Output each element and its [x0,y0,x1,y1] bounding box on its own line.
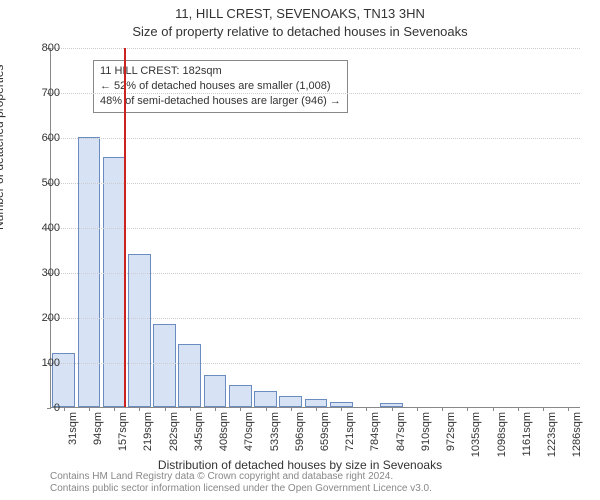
xtick-mark [215,407,216,411]
gridline [51,138,580,139]
gridline [51,318,580,319]
callout-line-2: ← 52% of detached houses are smaller (1,… [100,79,341,94]
xtick-label: 470sqm [243,412,255,451]
xtick-label: 596sqm [294,412,306,451]
xtick-label: 94sqm [92,412,104,445]
gridline [51,93,580,94]
title-line-2: Size of property relative to detached ho… [0,24,600,39]
xtick-mark [341,407,342,411]
ytick-label: 500 [30,177,60,189]
xtick-mark [543,407,544,411]
xtick-label: 31sqm [67,412,79,445]
xtick-mark [64,407,65,411]
xtick-label: 157sqm [117,412,129,451]
gridline [51,273,580,274]
xtick-label: 721sqm [344,412,356,451]
xtick-label: 910sqm [420,412,432,451]
xtick-mark [392,407,393,411]
xtick-label: 1161sqm [521,412,533,456]
footer: Contains HM Land Registry data © Crown c… [50,471,590,495]
xtick-label: 1286sqm [571,412,583,457]
ytick-label: 0 [30,402,60,414]
xtick-mark [139,407,140,411]
y-axis-label: Number of detached properties [0,65,6,230]
xtick-mark [316,407,317,411]
chart-plot-area: 11 HILL CREST: 182sqm ← 52% of detached … [50,48,580,408]
xtick-mark [493,407,494,411]
xtick-mark [518,407,519,411]
xtick-mark [266,407,267,411]
callout-box: 11 HILL CREST: 182sqm ← 52% of detached … [93,60,348,113]
xtick-label: 282sqm [168,412,180,451]
ytick-label: 100 [30,357,60,369]
bar [305,399,328,407]
xtick-mark [291,407,292,411]
ytick-label: 300 [30,267,60,279]
bar [103,157,126,407]
xtick-label: 408sqm [218,412,230,451]
gridline [51,363,580,364]
xtick-mark [190,407,191,411]
bar [254,391,277,407]
xtick-label: 659sqm [319,412,331,451]
xtick-mark [442,407,443,411]
xtick-mark [240,407,241,411]
gridline [51,48,580,49]
gridline [51,228,580,229]
xtick-mark [467,407,468,411]
bar [178,344,201,407]
callout-line-1: 11 HILL CREST: 182sqm [100,64,341,79]
bar [279,396,302,407]
xtick-mark [89,407,90,411]
ytick-label: 800 [30,42,60,54]
xtick-mark [114,407,115,411]
ytick-label: 600 [30,132,60,144]
xtick-mark [417,407,418,411]
bar [153,324,176,407]
xtick-label: 345sqm [193,412,205,451]
ytick-label: 200 [30,312,60,324]
xtick-label: 219sqm [142,412,154,451]
bar [78,137,101,407]
xtick-label: 1098sqm [496,412,508,457]
footer-line-1: Contains HM Land Registry data © Crown c… [50,471,590,483]
bar [128,254,151,407]
xtick-label: 1223sqm [546,412,558,457]
x-axis-label: Distribution of detached houses by size … [0,458,600,472]
title-line-1: 11, HILL CREST, SEVENOAKS, TN13 3HN [0,6,600,21]
footer-line-2: Contains public sector information licen… [50,483,590,495]
bar [204,375,227,407]
xtick-label: 972sqm [445,412,457,451]
xtick-mark [568,407,569,411]
xtick-label: 847sqm [395,412,407,451]
ytick-label: 400 [30,222,60,234]
reference-line [124,48,126,407]
xtick-label: 1035sqm [470,412,482,457]
gridline [51,183,580,184]
ytick-label: 700 [30,87,60,99]
xtick-mark [366,407,367,411]
xtick-mark [165,407,166,411]
callout-line-3: 48% of semi-detached houses are larger (… [100,94,341,109]
bar [229,385,252,408]
xtick-label: 784sqm [369,412,381,451]
xtick-label: 533sqm [269,412,281,451]
